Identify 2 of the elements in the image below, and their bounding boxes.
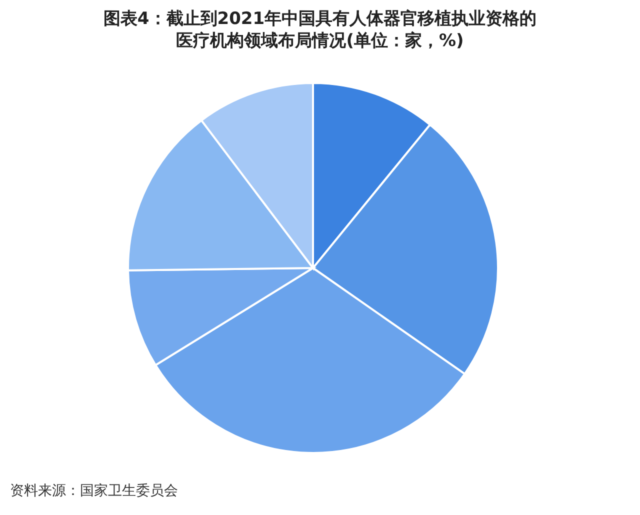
chart-title: 图表4：截止到2021年中国具有人体器官移植执业资格的医疗机构领域布局情况(单位：家，%) — [102, 8, 538, 52]
text: 资料来源：国家卫生委员会 — [10, 482, 178, 500]
